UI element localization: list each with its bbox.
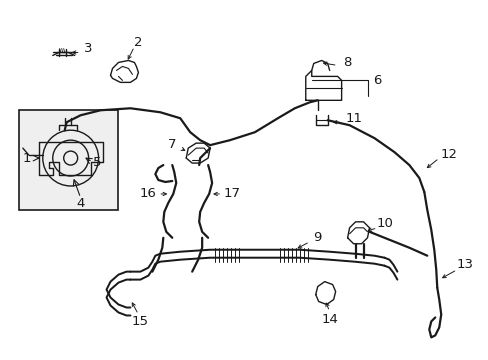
Text: 12: 12 (440, 148, 457, 161)
Text: 3: 3 (84, 42, 93, 55)
Text: 16: 16 (140, 188, 157, 201)
Text: 13: 13 (456, 258, 473, 271)
Text: 15: 15 (132, 315, 149, 328)
Text: 10: 10 (376, 217, 393, 230)
Text: 1: 1 (22, 152, 31, 165)
Bar (19, 110, 118, 210)
Text: 11: 11 (345, 112, 361, 125)
Text: 2: 2 (134, 36, 142, 49)
Text: 7: 7 (168, 138, 176, 150)
Text: 6: 6 (372, 74, 381, 87)
Text: 8: 8 (343, 56, 351, 69)
Text: 17: 17 (223, 188, 240, 201)
Text: 9: 9 (313, 231, 321, 244)
Text: 14: 14 (321, 313, 337, 326)
Text: 5: 5 (93, 156, 102, 168)
Text: 4: 4 (76, 197, 84, 210)
